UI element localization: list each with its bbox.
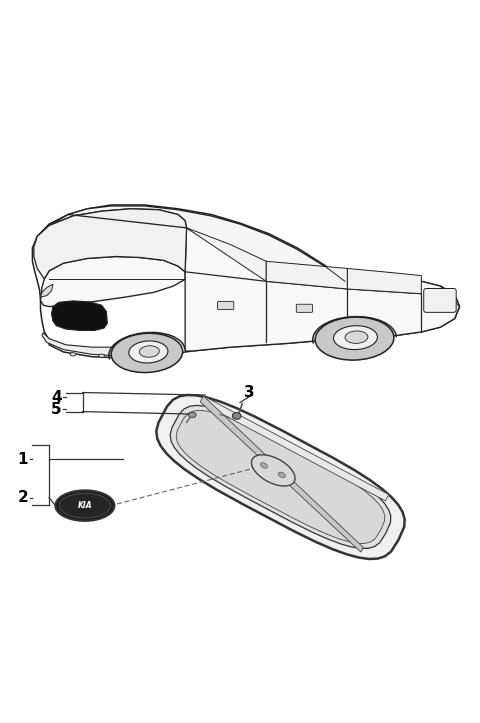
Ellipse shape xyxy=(315,317,394,360)
Polygon shape xyxy=(252,455,295,486)
Polygon shape xyxy=(187,228,266,281)
Text: 2: 2 xyxy=(17,490,28,505)
Polygon shape xyxy=(266,261,348,289)
Ellipse shape xyxy=(232,413,241,419)
Polygon shape xyxy=(185,228,459,351)
Polygon shape xyxy=(55,490,115,521)
Ellipse shape xyxy=(334,325,377,350)
Ellipse shape xyxy=(345,331,368,343)
Polygon shape xyxy=(51,301,108,330)
Ellipse shape xyxy=(111,333,183,372)
Polygon shape xyxy=(33,205,459,358)
Polygon shape xyxy=(202,397,389,501)
Text: 4: 4 xyxy=(51,390,61,405)
Text: 3: 3 xyxy=(244,385,255,400)
Polygon shape xyxy=(176,411,384,544)
Ellipse shape xyxy=(129,341,168,363)
Polygon shape xyxy=(49,206,421,281)
Ellipse shape xyxy=(70,353,76,356)
Polygon shape xyxy=(40,257,185,307)
Polygon shape xyxy=(34,209,187,279)
Text: 1: 1 xyxy=(18,452,28,467)
FancyBboxPatch shape xyxy=(217,301,234,309)
Polygon shape xyxy=(156,395,405,559)
Polygon shape xyxy=(170,406,391,549)
Polygon shape xyxy=(59,493,111,518)
Ellipse shape xyxy=(189,412,196,418)
Polygon shape xyxy=(261,463,267,469)
Text: KIA: KIA xyxy=(78,501,92,510)
Ellipse shape xyxy=(99,354,105,357)
FancyBboxPatch shape xyxy=(424,288,456,312)
Text: 5: 5 xyxy=(51,402,61,416)
Polygon shape xyxy=(42,333,171,356)
FancyBboxPatch shape xyxy=(296,304,312,312)
Polygon shape xyxy=(40,284,53,297)
Polygon shape xyxy=(200,396,363,552)
Polygon shape xyxy=(348,268,421,294)
Polygon shape xyxy=(278,472,285,478)
Ellipse shape xyxy=(139,346,159,357)
